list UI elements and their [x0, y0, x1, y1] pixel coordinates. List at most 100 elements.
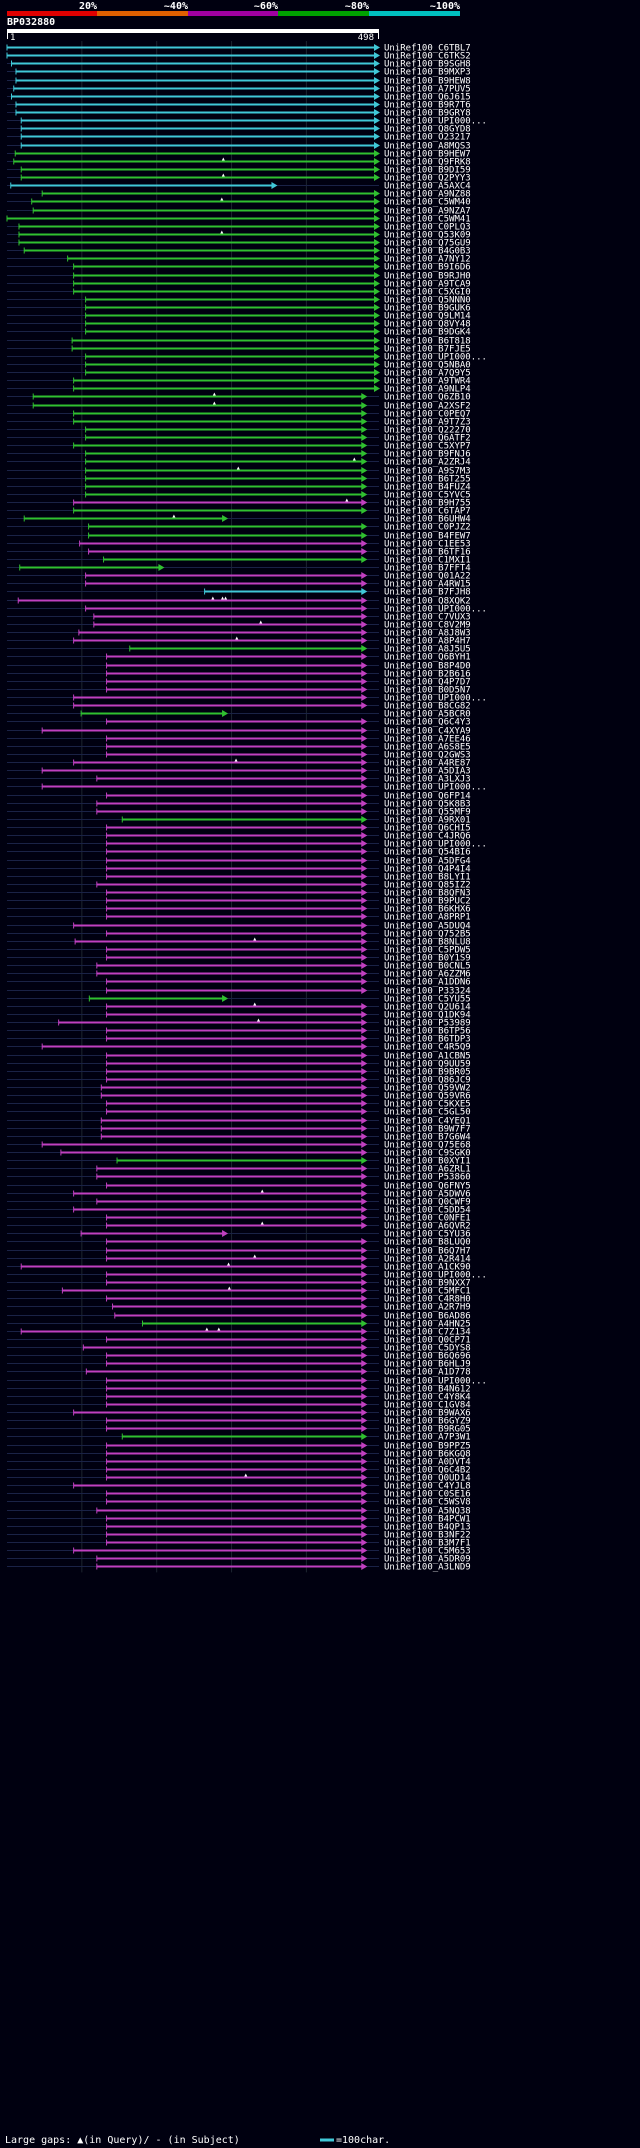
- hit-label[interactable]: UniRef100_C0PJZ2: [384, 523, 471, 533]
- hit-row[interactable]: UniRef100_C0SE16: [7, 1490, 471, 1500]
- hit-label[interactable]: UniRef100_C5YVC5: [384, 491, 471, 501]
- hit-row[interactable]: UniRef100_Q5K8B3: [7, 800, 471, 810]
- hit-label[interactable]: UniRef100_A5DWV6: [384, 1190, 471, 1200]
- hit-label[interactable]: UniRef100_B9HEW7: [384, 150, 471, 160]
- hit-label[interactable]: UniRef100_B0Y1S9: [384, 954, 471, 964]
- hit-row[interactable]: UniRef100_A4HN25: [7, 1320, 471, 1330]
- hit-row[interactable]: UniRef100_B9DI59: [7, 166, 471, 176]
- hit-row[interactable]: UniRef100_A8P4H7: [7, 636, 471, 647]
- hit-row[interactable]: UniRef100_B8LYI1: [7, 873, 471, 883]
- hit-row[interactable]: UniRef100_Q59VR6: [7, 1092, 471, 1102]
- hit-label[interactable]: UniRef100_A9T7Z3: [384, 418, 471, 428]
- hit-label[interactable]: UniRef100_Q8XQK2: [384, 597, 471, 607]
- hit-label[interactable]: UniRef100_C0SE16: [384, 1490, 471, 1500]
- hit-label[interactable]: UniRef100_A7NY12: [384, 255, 471, 265]
- hit-row[interactable]: UniRef100_Q6ATF2: [7, 434, 471, 444]
- hit-label[interactable]: UniRef100_C5WSV8: [384, 1498, 471, 1508]
- hit-row[interactable]: UniRef100_A6ZZM6: [7, 970, 471, 980]
- hit-row[interactable]: UniRef100_B9GRY8: [7, 109, 471, 119]
- hit-label[interactable]: UniRef100_A9NZA7: [384, 207, 471, 217]
- hit-label[interactable]: UniRef100_A3LND9: [384, 1563, 471, 1573]
- hit-row[interactable]: UniRef100_A6S8E5: [7, 743, 471, 753]
- hit-row[interactable]: UniRef100_C9SGK0: [7, 1149, 471, 1159]
- hit-label[interactable]: UniRef100_A1DDN6: [384, 978, 471, 988]
- hit-row[interactable]: UniRef100_A4RE87: [7, 758, 471, 769]
- hit-row[interactable]: UniRef100_UPI000...: [7, 1271, 487, 1281]
- hit-label[interactable]: UniRef100_B9PUC2: [384, 897, 471, 907]
- hit-row[interactable]: UniRef100_UPI000...: [7, 353, 487, 363]
- hit-row[interactable]: UniRef100_UPI000...: [7, 694, 487, 704]
- hit-label[interactable]: UniRef100_A9NZ88: [384, 190, 471, 200]
- hit-label[interactable]: UniRef100_B9FNJ6: [384, 450, 471, 460]
- hit-label[interactable]: UniRef100_A9RX01: [384, 816, 471, 826]
- hit-row[interactable]: UniRef100_C0PJZ2: [7, 523, 471, 533]
- hit-row[interactable]: UniRef100_A9TWR4: [7, 377, 471, 387]
- hit-label[interactable]: UniRef100_C5WM40: [384, 198, 471, 208]
- hit-row[interactable]: UniRef100_B9W7F7: [7, 1125, 471, 1135]
- hit-row[interactable]: UniRef100_B9PPZ5: [7, 1442, 471, 1452]
- hit-label[interactable]: UniRef100_Q4P4I4: [384, 865, 471, 875]
- hit-label[interactable]: UniRef100_C0PLQ3: [384, 223, 471, 233]
- hit-row[interactable]: UniRef100_A9NLP4: [7, 385, 471, 395]
- hit-label[interactable]: UniRef100_B4N612: [384, 1385, 471, 1395]
- hit-row[interactable]: UniRef100_A3LND9: [7, 1563, 471, 1573]
- hit-label[interactable]: UniRef100_C5WM41: [384, 215, 471, 225]
- hit-label[interactable]: UniRef100_Q0CWF9: [384, 1198, 471, 1208]
- hit-row[interactable]: UniRef100_C4YJL8: [7, 1482, 471, 1492]
- hit-label[interactable]: UniRef100_P33324: [384, 987, 471, 997]
- hit-row[interactable]: UniRef100_C6TBL7: [6, 44, 471, 54]
- hit-label[interactable]: UniRef100_B9RG05: [384, 1425, 471, 1435]
- hit-row[interactable]: UniRef100_Q53K09: [7, 230, 471, 241]
- hit-row[interactable]: UniRef100_B9FNJ6: [7, 450, 471, 460]
- hit-row[interactable]: UniRef100_Q2GWS3: [7, 751, 471, 761]
- hit-label[interactable]: UniRef100_Q6FP14: [384, 792, 471, 802]
- hit-label[interactable]: UniRef100_C4YEQ1: [384, 1117, 471, 1127]
- hit-label[interactable]: UniRef100_A7P3W1: [384, 1433, 471, 1443]
- hit-label[interactable]: UniRef100_B8P4D0: [384, 662, 471, 672]
- hit-row[interactable]: UniRef100_B6TF16: [7, 548, 471, 558]
- hit-label[interactable]: UniRef100_C4XYA9: [384, 727, 471, 737]
- hit-label[interactable]: UniRef100_B9BR05: [384, 1068, 471, 1078]
- hit-label[interactable]: UniRef100_A7EE46: [384, 735, 471, 745]
- hit-row[interactable]: UniRef100_C5YU55: [7, 995, 471, 1005]
- hit-label[interactable]: UniRef100_Q9UU59: [384, 1060, 471, 1070]
- hit-row[interactable]: UniRef100_Q9FRK8: [7, 157, 471, 168]
- hit-label[interactable]: UniRef100_A0DVT4: [384, 1458, 471, 1468]
- hit-row[interactable]: UniRef100_Q4P4I4: [7, 865, 471, 875]
- hit-row[interactable]: UniRef100_C4JRQ6: [7, 832, 471, 842]
- hit-row[interactable]: UniRef100_Q2PYY3: [7, 173, 471, 184]
- hit-row[interactable]: UniRef100_B8QFN3: [7, 889, 471, 899]
- hit-label[interactable]: UniRef100_Q2U614: [384, 1003, 471, 1013]
- hit-label[interactable]: UniRef100_B8QFN3: [384, 889, 471, 899]
- hit-row[interactable]: UniRef100_C5PDW5: [7, 946, 471, 956]
- hit-row[interactable]: UniRef100_B2B616: [7, 670, 471, 680]
- hit-label[interactable]: UniRef100_A1D778: [384, 1368, 471, 1378]
- hit-row[interactable]: UniRef100_B0XYI1: [7, 1157, 471, 1167]
- hit-label[interactable]: UniRef100_A9TWR4: [384, 377, 471, 387]
- hit-row[interactable]: UniRef100_Q59VW2: [7, 1084, 471, 1094]
- hit-row[interactable]: UniRef100_B0D5N7: [7, 686, 471, 696]
- hit-row[interactable]: UniRef100_A9TCA9: [7, 280, 471, 290]
- hit-label[interactable]: UniRef100_A9NLP4: [384, 385, 471, 395]
- hit-row[interactable]: UniRef100_B9WAX6: [7, 1409, 471, 1419]
- hit-row[interactable]: UniRef100_A5DIA3: [7, 767, 471, 777]
- hit-label[interactable]: UniRef100_B6KGQ8: [384, 1450, 471, 1460]
- hit-label[interactable]: UniRef100_A5DR09: [384, 1555, 471, 1565]
- hit-row[interactable]: UniRef100_C5WM41: [6, 215, 471, 225]
- hit-row[interactable]: UniRef100_Q6C4B2: [7, 1466, 471, 1476]
- hit-label[interactable]: UniRef100_A7PUV5: [384, 85, 471, 95]
- hit-row[interactable]: UniRef100_C5WM40: [7, 197, 471, 208]
- hit-row[interactable]: UniRef100_UPI000...: [7, 840, 487, 850]
- hit-row[interactable]: UniRef100_UPI000...: [7, 117, 487, 127]
- hit-label[interactable]: UniRef100_UPI000...: [384, 783, 487, 793]
- hit-row[interactable]: UniRef100_Q22270: [7, 426, 471, 436]
- hit-row[interactable]: UniRef100_B9BR05: [7, 1068, 471, 1078]
- hit-row[interactable]: UniRef100_Q4P7D7: [7, 678, 471, 688]
- hit-label[interactable]: UniRef100_B9PPZ5: [384, 1442, 471, 1452]
- hit-label[interactable]: UniRef100_C5KXE5: [384, 1100, 471, 1110]
- hit-row[interactable]: UniRef100_Q8XQK2: [7, 596, 471, 607]
- hit-row[interactable]: UniRef100_A3LXJ3: [7, 775, 471, 785]
- hit-label[interactable]: UniRef100_C9SGK0: [384, 1149, 471, 1159]
- hit-row[interactable]: UniRef100_Q1DK94: [7, 1011, 471, 1021]
- hit-label[interactable]: UniRef100_B6Q696: [384, 1352, 471, 1362]
